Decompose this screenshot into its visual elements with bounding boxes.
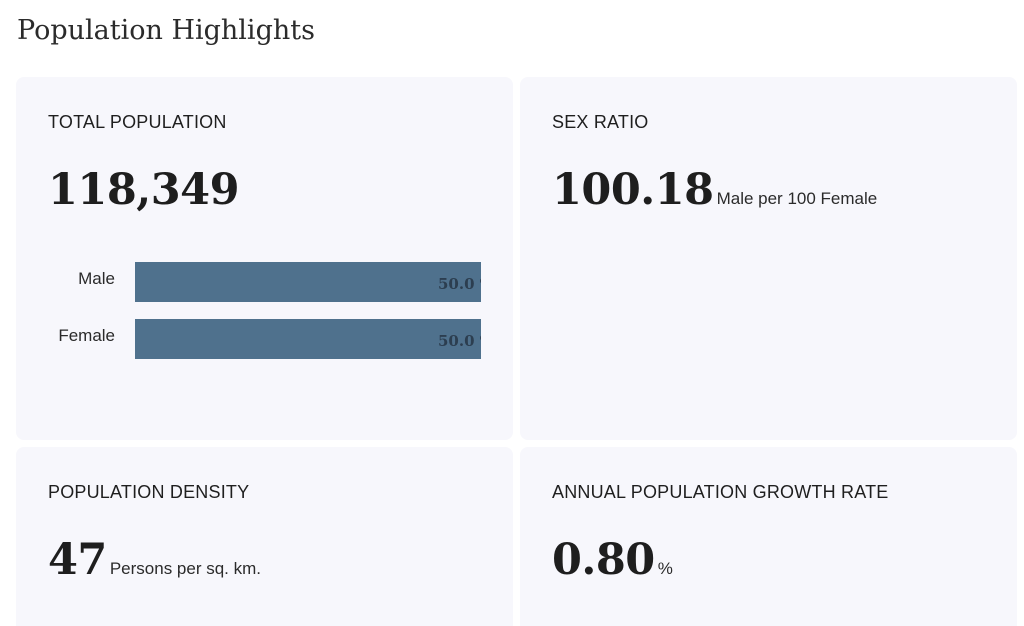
population-density-value-row: 47 Persons per sq. km. — [48, 537, 261, 583]
population-density-unit: Persons per sq. km. — [109, 559, 262, 578]
population-density-value: 47 — [48, 535, 107, 585]
page-title: Population Highlights — [17, 15, 315, 46]
population-density-label: POPULATION DENSITY — [48, 482, 250, 502]
bar-value-male: 50.0 % — [438, 275, 481, 293]
total-population-label: TOTAL POPULATION — [48, 112, 227, 132]
bar-male[interactable] — [135, 262, 481, 302]
bar-female[interactable] — [135, 319, 481, 359]
sex-ratio-value: 100.18 — [552, 165, 714, 215]
total-population-value: 118,349 — [48, 165, 240, 215]
growth-rate-label: ANNUAL POPULATION GROWTH RATE — [552, 482, 889, 502]
bar-label-male: Male — [78, 269, 115, 288]
bar-track-male: 50.0 % — [135, 262, 481, 302]
sex-ratio-card: SEX RATIO 100.18 Male per 100 Female — [520, 77, 1017, 440]
bar-track-female: 50.0 % — [135, 319, 481, 359]
total-population-card: TOTAL POPULATION 118,349 Male 50.0 % Fem… — [16, 77, 513, 440]
growth-rate-value-row: 0.80 % — [552, 537, 673, 583]
bar-label-female: Female — [58, 326, 115, 345]
sex-ratio-value-row: 100.18 Male per 100 Female — [552, 167, 877, 213]
sex-ratio-label: SEX RATIO — [552, 112, 649, 132]
total-population-value-row: 118,349 — [48, 165, 240, 215]
growth-rate-unit: % — [657, 559, 673, 578]
growth-rate-value: 0.80 — [552, 535, 655, 585]
growth-rate-card: ANNUAL POPULATION GROWTH RATE 0.80 % — [520, 447, 1017, 626]
bar-row-male: Male 50.0 % — [16, 262, 513, 302]
population-density-card: POPULATION DENSITY 47 Persons per sq. km… — [16, 447, 513, 626]
bar-value-female: 50.0 % — [438, 332, 481, 350]
sex-distribution-bar-chart: Male 50.0 % Female 50.0 % — [16, 261, 513, 361]
bar-row-female: Female 50.0 % — [16, 319, 513, 359]
sex-ratio-unit: Male per 100 Female — [716, 189, 878, 208]
